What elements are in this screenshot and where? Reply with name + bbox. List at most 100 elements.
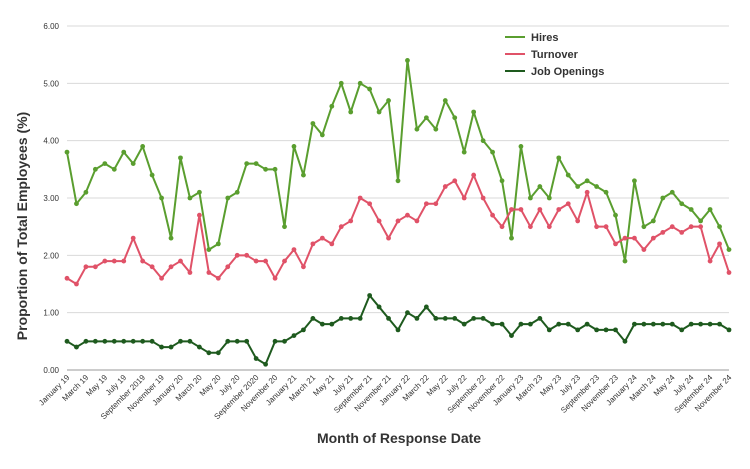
data-point (310, 121, 316, 126)
data-point (698, 321, 704, 327)
data-point (253, 356, 259, 361)
series-line (66, 174, 730, 285)
data-point (263, 166, 268, 172)
data-point (423, 201, 429, 207)
data-point (707, 258, 713, 264)
data-point (357, 195, 363, 201)
data-point (168, 235, 174, 241)
data-point (301, 172, 306, 178)
data-point (490, 321, 495, 327)
data-point (111, 166, 117, 172)
data-point (83, 338, 89, 344)
data-point (338, 316, 344, 321)
data-point (234, 189, 240, 195)
data-point (584, 321, 590, 327)
data-point (414, 316, 420, 321)
data-point (386, 316, 391, 321)
series-hires (64, 58, 732, 264)
data-point (528, 224, 533, 230)
data-point (329, 241, 335, 247)
data-point (622, 338, 628, 344)
data-point (594, 184, 599, 189)
data-point (348, 218, 354, 224)
data-point (565, 172, 571, 178)
y-tick-label: 0.00 (43, 366, 59, 375)
data-point (367, 293, 373, 298)
data-point (471, 109, 477, 115)
data-point (130, 338, 136, 344)
data-point (405, 212, 410, 218)
data-point (282, 258, 287, 264)
data-point (461, 321, 467, 327)
data-point (546, 327, 552, 333)
data-point (272, 275, 278, 281)
x-axis-title: Month of Response Date (317, 430, 481, 446)
data-point (660, 230, 666, 235)
data-point (650, 235, 656, 241)
data-point (140, 144, 146, 149)
data-point (575, 218, 581, 224)
data-point (632, 235, 637, 241)
data-point (632, 178, 637, 184)
data-point (518, 207, 524, 212)
data-point (442, 184, 448, 189)
data-point (64, 275, 70, 281)
data-point (461, 195, 467, 201)
data-point (168, 344, 174, 350)
data-point (452, 316, 458, 321)
data-point (433, 126, 439, 132)
data-point (556, 207, 562, 212)
data-point (603, 327, 609, 333)
data-point (215, 275, 221, 281)
data-point (613, 327, 618, 333)
data-point (480, 316, 486, 321)
legend: Hires Turnover Job Openings (505, 32, 604, 78)
data-point (490, 149, 495, 155)
data-point (575, 184, 581, 189)
data-point (641, 247, 647, 253)
data-point (282, 224, 287, 230)
data-point (395, 327, 401, 333)
data-point (537, 207, 543, 212)
data-point (272, 166, 278, 172)
data-point (565, 321, 571, 327)
data-point (726, 327, 732, 333)
data-point (338, 80, 344, 86)
data-point (206, 350, 212, 356)
data-point (452, 115, 458, 121)
data-point (613, 241, 618, 247)
data-point (83, 264, 89, 270)
data-point (660, 321, 666, 327)
data-point (225, 195, 231, 201)
data-point (528, 321, 533, 327)
data-point (111, 338, 117, 344)
data-point (471, 172, 477, 178)
data-point (509, 333, 514, 338)
data-point (244, 252, 250, 258)
data-point (74, 344, 79, 350)
data-point (405, 58, 410, 63)
data-point (301, 327, 306, 333)
data-point (688, 321, 694, 327)
data-point (423, 115, 429, 121)
data-point (679, 201, 685, 207)
data-point (159, 195, 164, 201)
data-point (490, 212, 495, 218)
series-turnover (64, 172, 732, 287)
data-point (622, 235, 628, 241)
data-point (594, 224, 599, 230)
data-point (187, 270, 193, 275)
data-point (376, 218, 382, 224)
data-point (291, 144, 297, 149)
data-point (206, 270, 212, 275)
data-point (367, 86, 373, 92)
data-point (64, 338, 70, 344)
data-point (83, 189, 89, 195)
data-point (197, 189, 202, 195)
data-point (187, 338, 193, 344)
data-point (698, 224, 704, 230)
data-point (253, 258, 259, 264)
data-point (632, 321, 637, 327)
data-point (546, 195, 552, 201)
